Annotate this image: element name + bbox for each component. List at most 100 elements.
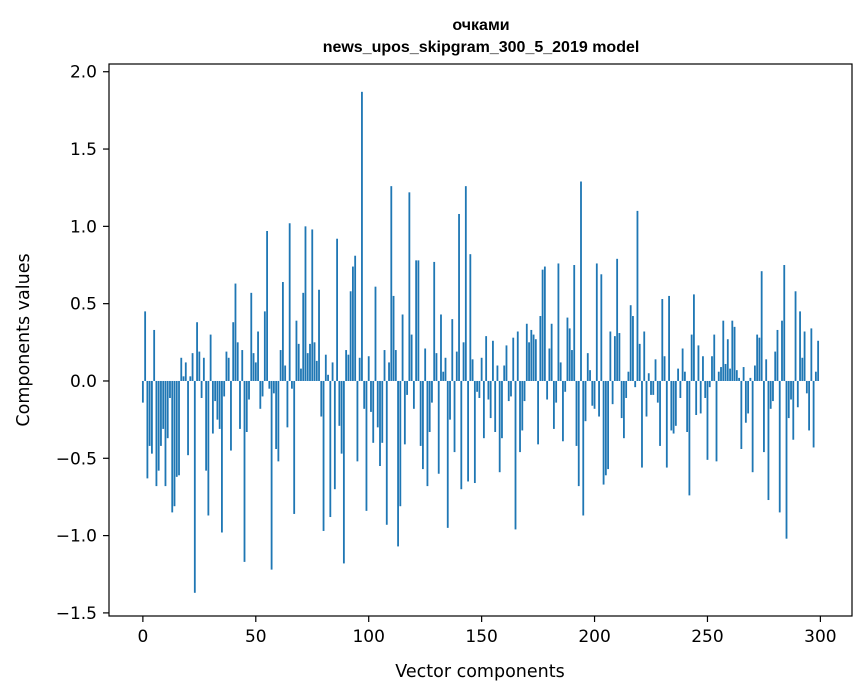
bar (243, 380, 246, 562)
bar (207, 380, 210, 516)
bar (422, 380, 424, 470)
bar (485, 336, 488, 381)
bar (455, 351, 458, 381)
bar (304, 226, 307, 381)
bar (442, 371, 445, 381)
bar (672, 380, 675, 434)
bar (354, 255, 357, 381)
bar (340, 380, 343, 454)
bar (686, 380, 689, 432)
y-tick-label: −1.5 (56, 604, 97, 624)
bar (406, 380, 409, 395)
y-tick-label: 2.0 (70, 63, 97, 83)
bar (817, 340, 820, 381)
bar (487, 380, 490, 400)
bar (205, 380, 208, 471)
bar (665, 380, 668, 468)
bar (268, 380, 271, 389)
bar (252, 353, 255, 381)
bar (740, 380, 743, 449)
bar (433, 261, 436, 381)
bar (731, 320, 734, 381)
bar (702, 356, 704, 381)
bar (582, 380, 585, 516)
bar (460, 380, 463, 490)
bar (419, 380, 422, 446)
bar (446, 380, 449, 528)
bar (575, 380, 578, 446)
bar (356, 380, 359, 462)
bar (315, 360, 318, 381)
bar (370, 380, 372, 412)
bar (286, 380, 289, 428)
bar (180, 357, 183, 381)
bar (521, 380, 524, 431)
bar (198, 351, 201, 381)
bar (277, 380, 280, 462)
bar (412, 380, 415, 409)
bar (221, 380, 223, 533)
bar (541, 269, 544, 381)
bar (462, 342, 465, 381)
bar (548, 348, 551, 381)
bar (552, 380, 555, 429)
bar (530, 329, 533, 381)
bar (742, 367, 745, 381)
bar (279, 350, 282, 381)
bar (275, 380, 278, 449)
bar (528, 342, 530, 381)
x-tick-label: 250 (691, 627, 723, 647)
chart-title-line2: news_upos_skipgram_300_5_2019 model (323, 39, 640, 56)
bar (747, 380, 750, 414)
bar (577, 380, 580, 487)
bar (193, 380, 196, 593)
bar (643, 331, 646, 381)
bar (670, 380, 673, 431)
bar (331, 362, 334, 381)
bar (796, 380, 799, 408)
bar (473, 380, 476, 484)
bar (300, 368, 302, 381)
y-tick-label: 0.0 (70, 372, 97, 392)
bar (440, 314, 442, 381)
bar (381, 380, 384, 443)
bar (681, 348, 684, 381)
bar (225, 351, 228, 381)
bar (403, 380, 406, 445)
bar (449, 380, 451, 420)
bar (489, 380, 492, 419)
bar (763, 380, 765, 453)
bar (464, 186, 467, 381)
bar (171, 380, 174, 513)
bar (654, 359, 657, 381)
bar (566, 317, 569, 381)
bar (595, 263, 598, 381)
bar (480, 357, 483, 381)
y-tick-label: −0.5 (56, 449, 97, 469)
bar (503, 365, 506, 381)
bar (155, 380, 158, 487)
bar (659, 380, 661, 446)
bar (169, 380, 171, 398)
bar (724, 363, 727, 381)
bar (699, 380, 702, 414)
bar (272, 380, 275, 394)
bar (598, 380, 600, 417)
bar (175, 380, 178, 477)
bar (209, 334, 212, 381)
bar (708, 380, 711, 388)
bar (505, 345, 508, 381)
bar (417, 260, 420, 381)
bar (546, 380, 549, 400)
bar (148, 380, 151, 446)
bar (760, 271, 763, 381)
bar (805, 380, 808, 394)
bar (410, 334, 413, 381)
bar (227, 357, 230, 381)
bar (379, 380, 381, 467)
bar (390, 186, 393, 381)
bar (627, 371, 630, 381)
bar (257, 331, 259, 381)
bar (555, 380, 558, 403)
bar (523, 380, 526, 402)
